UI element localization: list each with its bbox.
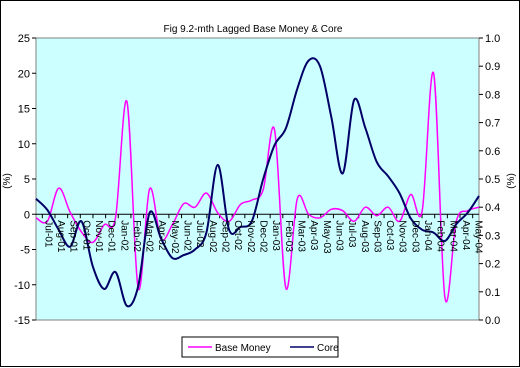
y-tick-label-right: 0.7	[485, 118, 500, 130]
axes: 25 20 15 10 5 0 -5 -10 -15 1.0 0.9 0.8 0.7 0.6 0.5 0.4 0…	[14, 33, 500, 327]
x-tick-label: Apr-03	[308, 220, 319, 250]
x-tick-label: Mar-03	[295, 220, 306, 252]
x-tick-label: Oct-02	[232, 220, 243, 250]
x-tick-label: Mar-02	[144, 220, 155, 252]
series-line-core	[35, 57, 480, 308]
y-tick-label-left: 15	[18, 104, 30, 116]
x-tick-label: Jul-01	[42, 220, 53, 248]
y-tick-label-right: 0.1	[485, 287, 500, 299]
x-tick-label: Jan-03	[270, 220, 281, 251]
y-tick-label-right: 0.3	[485, 230, 500, 242]
x-tick-label: Sep-01	[68, 220, 79, 253]
y-tick-label-right: 0.2	[485, 259, 500, 271]
x-tick-label: Feb-03	[283, 220, 294, 252]
x-tick-label: Aug-03	[359, 220, 370, 253]
y-tick-label-left: 10	[18, 139, 30, 151]
x-tick-label: Nov-01	[93, 220, 104, 253]
y-tick-label-left: -10	[14, 280, 30, 292]
x-tick-label: Mar-04	[447, 220, 458, 252]
y-tick-label-left: 5	[24, 174, 30, 186]
x-tick-label: Dec-02	[258, 220, 269, 253]
x-tick-label: Aug-02	[207, 220, 218, 253]
plot-area	[35, 37, 480, 321]
y-tick-label-left: 25	[18, 33, 30, 45]
y-tick-label-right: 1.0	[485, 33, 500, 45]
x-tick-label: Apr-04	[460, 220, 471, 250]
series-line-base-money	[35, 71, 480, 303]
series-layer	[35, 57, 480, 308]
x-tick-label: Jun-02	[182, 220, 193, 251]
y-tick-label-right: 0.5	[485, 174, 500, 186]
x-tick-label: Jul-02	[194, 220, 205, 248]
x-tick-label: Jan-02	[118, 220, 129, 251]
x-tick-label: Nov-03	[397, 220, 408, 253]
x-tick-labels: Jul-01 Aug-01 Sep-01 Oct-01 Nov-01 Dec-01 Jan-…	[42, 220, 483, 254]
x-tick-label: May-03	[321, 220, 332, 254]
x-tick-label: Feb-02	[131, 220, 142, 252]
y-tick-label-left: 0	[24, 209, 30, 221]
y-tick-label-right: 0.8	[485, 89, 500, 101]
y-tick-label-left: -5	[20, 245, 30, 257]
chart-title: Fig 9.2-mth Lagged Base Money & Core	[164, 24, 343, 35]
x-tick-label: Apr-02	[156, 220, 167, 250]
x-tick-label: Aug-01	[55, 220, 66, 253]
legend: Base Money Core	[181, 336, 339, 358]
x-tick-label: Jun-03	[333, 220, 344, 251]
x-tick-label: Jul-03	[346, 220, 357, 248]
y-tick-label-right: 0.6	[485, 146, 500, 158]
x-tick-label: Jan-04	[422, 220, 433, 251]
y-axis-label-right: (%)	[506, 173, 517, 189]
x-tick-label: Sep-02	[220, 220, 231, 253]
y-axis-label-left: (%)	[2, 173, 13, 189]
x-tick-label: Oct-01	[80, 220, 91, 250]
y-tick-label-right: 0.4	[485, 202, 500, 214]
legend-label-core: Core	[317, 343, 339, 354]
y-tick-label-right: 0.9	[485, 61, 500, 73]
y-tick-label-left: -15	[14, 315, 30, 327]
y-tick-label-left: 20	[18, 68, 30, 80]
legend-label-base-money: Base Money	[215, 343, 271, 354]
legend-box	[181, 336, 339, 358]
x-tick-label: Sep-03	[371, 220, 382, 253]
x-tick-label: Dec-01	[106, 220, 117, 253]
x-tick-label: Dec-03	[409, 220, 420, 253]
x-tick-label: Nov-02	[245, 220, 256, 253]
x-tick-label: Feb-04	[435, 220, 446, 252]
x-tick-label: May-02	[169, 220, 180, 254]
y-tick-label-right: 0.0	[485, 315, 500, 327]
x-tick-label: May-04	[473, 220, 484, 254]
x-tick-label: Oct-03	[384, 220, 395, 250]
